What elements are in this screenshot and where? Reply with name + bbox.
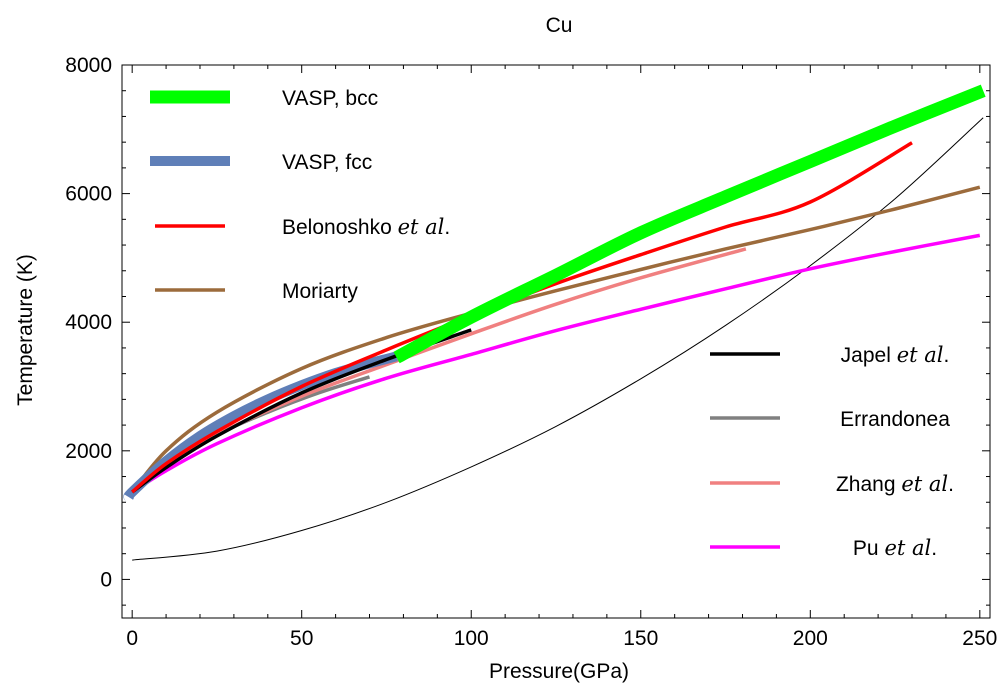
curves bbox=[123, 84, 986, 561]
legend-item-vasp-bcc: VASP, bcc bbox=[150, 87, 378, 110]
x-tick-label: 50 bbox=[290, 627, 313, 650]
legend-label: VASP, fcc bbox=[282, 151, 372, 174]
legend-label: Moriarty bbox=[282, 280, 358, 303]
legend-item-belonoshko-et-al: Belonoshko et al. bbox=[155, 215, 450, 239]
chart-title: Cu bbox=[546, 14, 573, 37]
y-tick-label: 8000 bbox=[65, 54, 112, 77]
series-line-moriarty bbox=[130, 185, 981, 494]
legend-item-errandonea: Errandonea bbox=[710, 408, 950, 431]
y-tick-label: 6000 bbox=[65, 183, 112, 206]
legend-label: VASP, bcc bbox=[282, 87, 378, 110]
series-line-pu-et-al bbox=[131, 233, 981, 494]
legend-item-zhang-et-al: Zhang et al. bbox=[710, 472, 954, 496]
legend-item-pu-et-al: Pu et al. bbox=[710, 536, 937, 560]
x-axis-ticks: 0 50 100 150 200 250 bbox=[126, 65, 997, 650]
x-tick-label: 250 bbox=[962, 627, 997, 650]
y-tick-label: 2000 bbox=[65, 440, 112, 463]
legend-label: Errandonea bbox=[840, 408, 950, 431]
y-axis-ticks: 0 2000 4000 6000 8000 bbox=[65, 54, 990, 606]
x-tick-label: 0 bbox=[126, 627, 138, 650]
legend-item-moriarty: Moriarty bbox=[155, 280, 358, 303]
legend-label: Japel et al. bbox=[841, 343, 950, 367]
x-tick-label: 150 bbox=[623, 627, 658, 650]
legend-label: Zhang et al. bbox=[836, 472, 954, 496]
plot-frame bbox=[121, 64, 991, 619]
legend-label: Belonoshko et al. bbox=[282, 215, 450, 239]
x-axis-title: Pressure(GPa) bbox=[489, 660, 629, 683]
legend: VASP, bcc VASP, fcc Belonoshko et al. Moria… bbox=[150, 87, 954, 560]
y-axis-title: Temperature (K) bbox=[14, 254, 37, 406]
x-tick-label: 200 bbox=[793, 627, 828, 650]
series-line-reference bbox=[132, 117, 984, 561]
plot-border bbox=[121, 64, 991, 619]
y-tick-label: 0 bbox=[100, 568, 112, 591]
legend-label: Pu et al. bbox=[853, 536, 937, 560]
legend-item-vasp-fcc: VASP, fcc bbox=[150, 151, 372, 174]
legend-item-japel-et-al: Japel et al. bbox=[710, 343, 949, 367]
series-line-vasp-bcc bbox=[393, 84, 986, 364]
x-tick-label: 100 bbox=[454, 627, 489, 650]
y-tick-label: 4000 bbox=[65, 311, 112, 334]
